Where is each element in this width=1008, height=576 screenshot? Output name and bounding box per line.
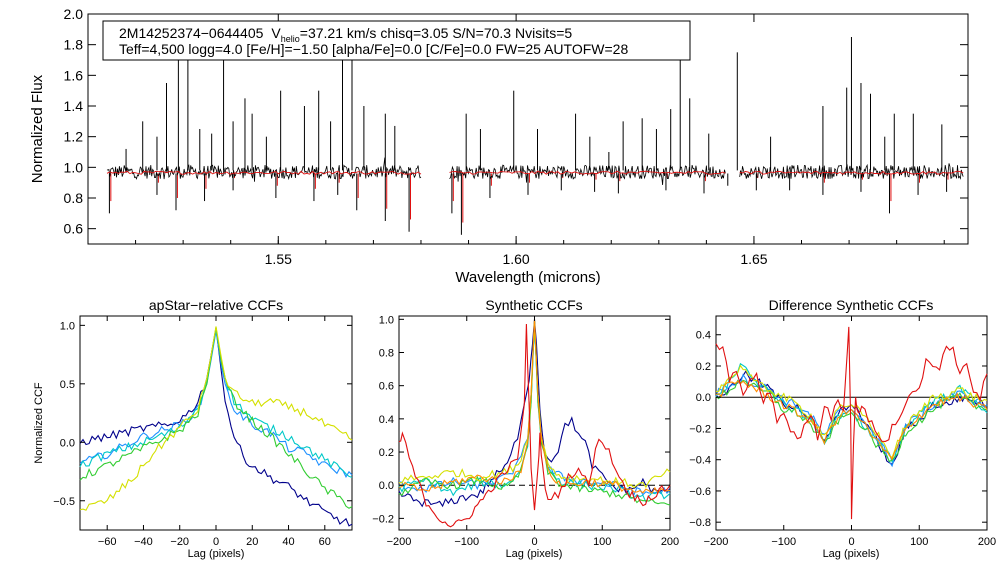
spectrum-xlabel: Wavelength (microns) [455,269,600,286]
difference-ccf-series-template [715,326,988,520]
spectrum-model-chip [739,170,964,175]
spectrum-info-line1: 2M14252374−0644405 Vhelio=37.21 km/s chis… [119,25,572,44]
apstar-ccf-title: apStar−relative CCFs [149,297,283,313]
apstar-ccf-xtick-label: 40 [282,536,294,548]
apstar-ccf-series [79,326,353,527]
spectrum-ytick-label: 0.8 [64,190,84,206]
spectrum-ytick-label: 1.2 [64,129,84,145]
spectrum-ytick-label: 0.6 [64,221,84,237]
apstar-ccf-xtick-label: −60 [98,536,117,548]
spectrum-ytick-label: 1.8 [64,37,84,53]
spectrum-frame [87,13,969,245]
difference-ccf-series-visit5 [715,364,988,459]
apstar-ccf-ytick-label: 0.5 [60,379,75,391]
synthetic-ccf-panel: Synthetic CCFs −200 −100 0 100 200 −0.2 0.0 0.2… [372,297,679,560]
difference-ccf-series-visit4 [715,379,988,463]
info-object: 2M14252374−0644405 [119,25,264,41]
apstar-ccf-panel: apStar−relative CCFs −60 −40 −20 0 20 40 60 −0.… [33,297,353,560]
spectrum-ytick-label: 1.0 [64,159,84,175]
synthetic-ccf-ytick-label: 0.6 [379,381,394,393]
synthetic-ccf-ytick-label: −0.2 [372,513,394,525]
difference-ccf-ytick-label: −0.6 [689,486,711,498]
spectrum-info-line2: Teff=4,500 logg=4.0 [Fe/H]=−1.50 [alpha/… [119,41,628,57]
synthetic-ccf-series-template [398,323,671,528]
synthetic-ccf-xtick-label: 0 [531,536,537,548]
difference-ccf-ytick-label: 0.0 [696,392,711,404]
synthetic-ccf-xlabel: Lag (pixels) [506,548,563,560]
spectrum-observed-chip [106,157,422,182]
spectrum-info-box [102,20,691,61]
apstar-ccf-ytick-label: 1.0 [60,320,75,332]
difference-ccf-ytick-label: −0.8 [689,517,711,529]
spectrum-series [106,157,964,186]
difference-ccf-xtick-label: 100 [910,536,928,548]
difference-ccf-ytick-label: −0.4 [689,455,711,467]
difference-ccf-ticks: −200 −100 0 100 200 −0.8 −0.6 −0.4 −0.2 0.0 0.2 0.4 [689,316,996,548]
synthetic-ccf-ytick-label: 0.4 [379,414,394,426]
spectrum-ytick-label: 2.0 [64,6,84,22]
apstar-ccf-ylabel: Normalized CCF [33,382,45,464]
synthetic-ccf-ytick-label: 0.8 [379,347,394,359]
synthetic-ccf-title: Synthetic CCFs [485,297,582,313]
spectrum-xtick-label: 1.55 [265,251,292,267]
synthetic-ccf-ytick-label: 1.0 [379,314,394,326]
apstar-ccf-xtick-label: −20 [170,536,189,548]
spectrum-ylabel: Normalized Flux [29,74,46,183]
difference-ccf-series [715,326,988,520]
spectrum-ytick-label: 1.4 [64,98,84,114]
synthetic-ccf-xtick-label: −100 [454,536,479,548]
synthetic-ccf-ticks: −200 −100 0 100 200 −0.2 0.0 0.2 0.4 0.6 0.8 1.0 [372,314,679,548]
spectrum-xtick-label: 1.60 [502,251,529,267]
apstar-ccf-xtick-label: −40 [134,536,153,548]
synthetic-ccf-ytick-label: 0.2 [379,447,394,459]
difference-ccf-title: Difference Synthetic CCFs [769,297,934,313]
spectrum-model-chip [449,170,726,175]
apstar-ccf-xtick-label: 0 [213,536,219,548]
apstar-ccf-ticks: −60 −40 −20 0 20 40 60 −0.5 0.0 0.5 1.0 [53,316,352,548]
info-rest: =37.21 km/s chisq=3.05 S/N=70.3 Nvisits=… [300,25,573,41]
difference-ccf-series-visit6 [715,380,988,461]
info-v: V [271,25,281,41]
synthetic-ccf-ytick-label: 0.0 [379,480,394,492]
difference-ccf-ytick-label: −0.2 [689,423,711,435]
synthetic-ccf-xtick-label: 200 [661,536,679,548]
difference-ccf-ytick-label: 0.2 [696,361,711,373]
apstar-ccf-xlabel: Lag (pixels) [188,548,245,560]
spectrum-model-chip [106,170,422,175]
spectrum-ytick-label: 1.6 [64,67,84,83]
spectrum-ticks: 1.55 1.60 1.65 0.6 0.8 1.0 1.2 1.4 1.6 1.8 2.0 [64,6,968,267]
difference-ccf-panel: Difference Synthetic CCFs −200 −100 0 100 20… [689,297,996,560]
spectrum-panel: 1.55 1.60 1.65 0.6 0.8 1.0 1.2 1.4 1.6 1.8 2.0 2M1… [29,6,969,286]
info-helio: helio [281,34,300,44]
synthetic-ccf-xtick-label: 100 [593,536,611,548]
difference-ccf-xlabel: Lag (pixels) [823,548,880,560]
difference-ccf-xtick-label: −100 [771,536,796,548]
difference-ccf-ytick-label: 0.4 [696,330,711,342]
apstar-ccf-xtick-label: 60 [319,536,331,548]
apstar-ccf-xtick-label: 20 [246,536,258,548]
synthetic-ccf-xtick-label: −200 [387,536,412,548]
difference-ccf-xtick-label: 200 [978,536,996,548]
apstar-ccf-series-visit5 [79,326,353,511]
difference-ccf-xtick-label: 0 [848,536,854,548]
spectrum-xtick-label: 1.65 [740,251,767,267]
apstar-ccf-ytick-label: −0.5 [53,496,75,508]
difference-ccf-xtick-label: −200 [704,536,729,548]
apstar-ccf-ytick-label: 0.0 [60,437,75,449]
